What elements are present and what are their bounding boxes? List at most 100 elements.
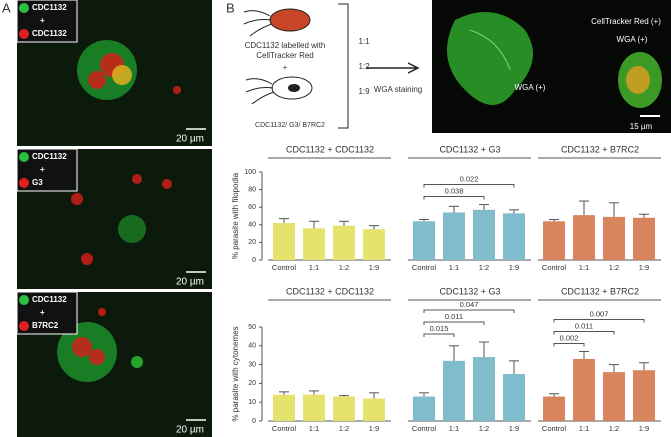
bar xyxy=(573,358,595,421)
x-tick-label: 1:9 xyxy=(639,263,649,272)
significance-bracket xyxy=(553,318,645,323)
bar xyxy=(333,396,355,421)
legend-dot xyxy=(19,295,29,305)
y-tick-label: 100 xyxy=(244,169,256,176)
x-tick-label: 1:2 xyxy=(339,424,349,433)
scale-bar-label: 20 µm xyxy=(176,425,204,436)
bar xyxy=(573,215,595,260)
x-tick-label: 1:1 xyxy=(449,263,459,272)
legend-dot xyxy=(19,29,29,39)
micrograph: CellTracker Red (+) WGA (+) WGA (+) 15 µ… xyxy=(432,0,671,133)
p-value: 0.002 xyxy=(560,333,579,342)
panel-label: B xyxy=(226,0,235,15)
x-tick-label: Control xyxy=(542,263,567,272)
cell xyxy=(173,86,181,94)
x-tick-label: 1:2 xyxy=(609,263,619,272)
significance-bracket xyxy=(423,309,515,314)
bar xyxy=(473,357,495,421)
y-tick-label: 20 xyxy=(248,239,256,246)
p-value: 0.022 xyxy=(460,175,479,184)
image-label: WGA (+) xyxy=(515,83,546,92)
x-tick-label: 1:9 xyxy=(369,424,379,433)
diagram-text: CellTracker Red xyxy=(256,51,314,60)
x-tick-label: 1:2 xyxy=(479,263,489,272)
p-value: 0.015 xyxy=(430,324,449,333)
x-tick-label: 1:9 xyxy=(369,263,379,272)
bar xyxy=(603,216,625,260)
legend-dot xyxy=(19,152,29,162)
legend-label: + xyxy=(40,165,45,174)
bar xyxy=(273,223,295,260)
diagram-text: CDC1132 labelled with xyxy=(245,41,326,50)
x-tick-label: 1:1 xyxy=(309,424,319,433)
cell xyxy=(72,337,92,357)
y-tick-label: 40 xyxy=(248,343,256,350)
significance-bracket xyxy=(553,342,585,347)
bar xyxy=(443,360,465,421)
x-tick-label: 1:2 xyxy=(479,424,489,433)
legend-label: CDC1132 xyxy=(32,295,67,304)
y-tick-label: 80 xyxy=(248,186,256,193)
group-title: CDC1132 + CDC1132 xyxy=(286,286,374,296)
ratio: 1:2 xyxy=(358,62,370,71)
bar xyxy=(633,217,655,260)
panel-label: A xyxy=(2,0,11,15)
x-tick-label: Control xyxy=(272,424,297,433)
legend-dot xyxy=(19,178,29,188)
cell xyxy=(112,65,132,85)
bar xyxy=(503,374,525,421)
bar xyxy=(333,225,355,260)
x-tick-label: 1:1 xyxy=(449,424,459,433)
scale-bar-label: 15 µm xyxy=(630,122,653,131)
diagram: CDC1132 labelled with CellTracker Red + … xyxy=(243,3,422,129)
legend-label: + xyxy=(40,308,45,317)
group-title: CDC1132 + CDC1132 xyxy=(286,144,374,154)
x-tick-label: 1:1 xyxy=(579,424,589,433)
legend-label: G3 xyxy=(32,178,43,187)
diagram-text: + xyxy=(283,63,288,72)
x-tick-label: Control xyxy=(272,263,297,272)
p-value: 0.007 xyxy=(590,309,609,318)
significance-bracket xyxy=(423,184,515,188)
bar xyxy=(633,370,655,421)
diagram-text: CDC1132/ G3/ B7RC2 xyxy=(255,122,325,129)
x-tick-label: Control xyxy=(412,424,437,433)
cell xyxy=(88,71,106,89)
significance-bracket xyxy=(423,196,485,200)
p-value: 0.047 xyxy=(460,300,479,309)
x-tick-label: 1:2 xyxy=(339,263,349,272)
micrograph: CDC1132 + B7RC2 20 µm xyxy=(16,291,212,437)
y-tick-label: 0 xyxy=(252,257,256,264)
y-tick-label: 60 xyxy=(248,204,256,211)
y-tick-label: 30 xyxy=(248,361,256,368)
p-value: 0.038 xyxy=(445,187,464,196)
bar xyxy=(473,209,495,260)
x-tick-label: 1:1 xyxy=(579,263,589,272)
legend-label: CDC1132 xyxy=(32,3,67,12)
micrograph: CDC1132 + G3 20 µm xyxy=(16,148,212,289)
x-tick-label: 1:1 xyxy=(309,263,319,272)
image-label: WGA (+) xyxy=(617,35,648,44)
scale-bar-label: 20 µm xyxy=(176,134,204,145)
cell xyxy=(81,253,93,265)
x-tick-label: 1:9 xyxy=(509,263,519,272)
p-value: 0.011 xyxy=(445,312,463,321)
legend-label: B7RC2 xyxy=(32,321,59,330)
x-tick-label: 1:9 xyxy=(509,424,519,433)
legend-label: CDC1132 xyxy=(32,152,67,161)
ratio: 1:1 xyxy=(358,37,370,46)
group-title: CDC1132 + B7RC2 xyxy=(561,144,639,154)
y-tick-label: 50 xyxy=(248,324,256,331)
bar xyxy=(363,398,385,421)
bar xyxy=(303,228,325,260)
bar xyxy=(273,394,295,421)
bar xyxy=(443,212,465,260)
legend-label: + xyxy=(40,16,45,25)
y-tick-label: 10 xyxy=(248,399,256,406)
bar xyxy=(413,221,435,260)
cell xyxy=(162,179,172,189)
group-title: CDC1132 + G3 xyxy=(439,144,500,154)
scale-bar-label: 20 µm xyxy=(176,277,204,288)
y-tick-label: 0 xyxy=(252,418,256,425)
